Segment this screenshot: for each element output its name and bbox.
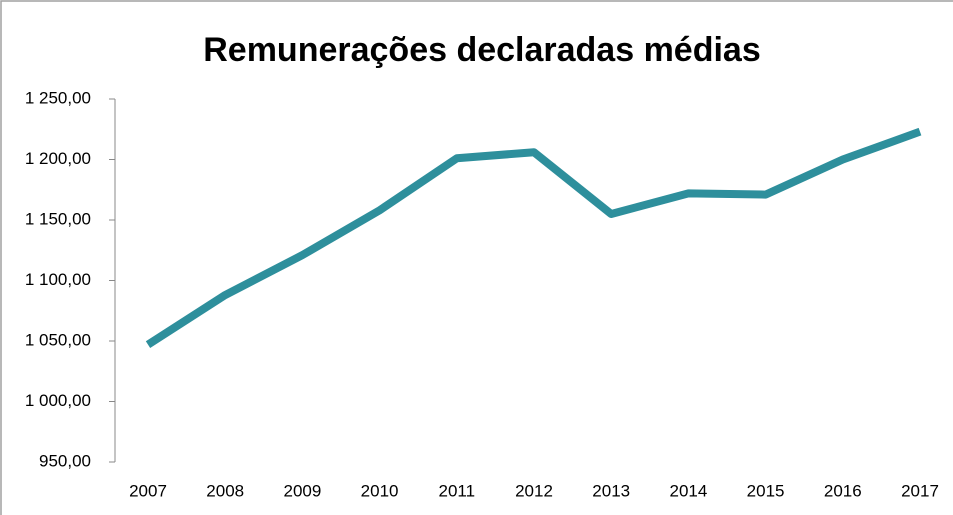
x-tick-label: 2009 (283, 481, 321, 500)
x-tick-label: 2016 (824, 481, 862, 500)
x-tick-label: 2014 (669, 481, 707, 500)
x-tick-label: 2017 (901, 481, 939, 500)
x-tick-label: 2015 (747, 481, 785, 500)
chart-title: Remunerações declaradas médias (203, 31, 761, 69)
x-tick-label: 2011 (439, 481, 476, 500)
data-line (145, 127, 922, 348)
x-tick-label: 2010 (361, 481, 399, 500)
y-tick-label: 1 200,00 (25, 149, 91, 168)
x-tick-label: 2013 (592, 481, 630, 500)
y-tick-label: 1 250,00 (25, 88, 91, 107)
y-tick-label: 1 050,00 (25, 330, 91, 349)
y-tick-label: 950,00 (39, 451, 91, 470)
x-tick-label: 2012 (515, 481, 553, 500)
y-tick-label: 1 100,00 (25, 270, 91, 289)
y-tick-label: 1 150,00 (25, 209, 91, 228)
x-tick-label: 2007 (129, 481, 167, 500)
y-tick-label: 1 000,00 (25, 391, 91, 410)
x-tick-label: 2008 (206, 481, 244, 500)
